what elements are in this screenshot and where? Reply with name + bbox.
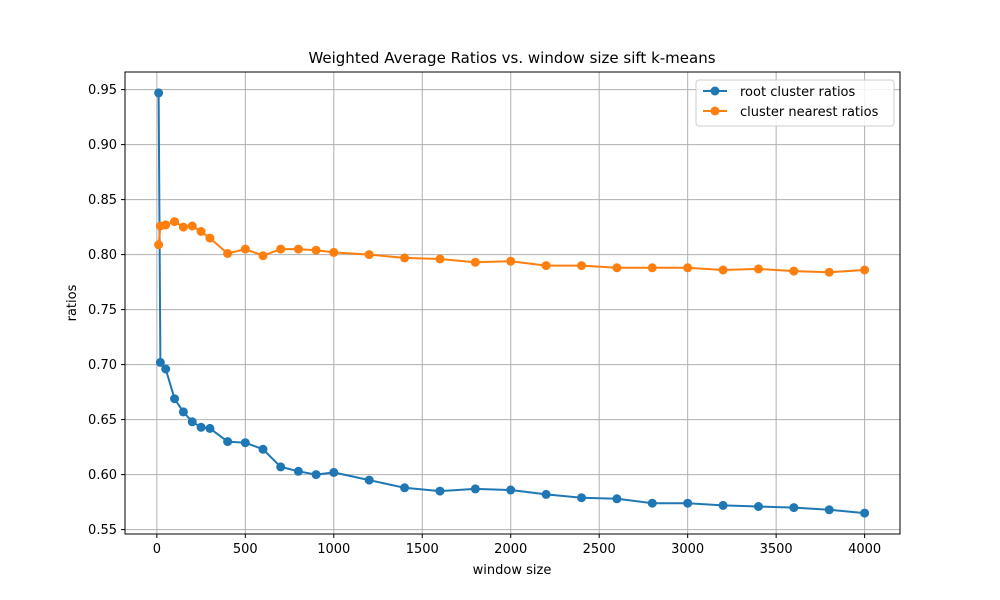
series-root-cluster-ratios (154, 88, 870, 518)
data-point-root-cluster-ratios (223, 437, 233, 447)
data-point-root-cluster-ratios (276, 462, 286, 472)
data-point-cluster-nearest-ratios (647, 263, 657, 273)
y-tick-label: 0.80 (88, 248, 117, 263)
data-point-cluster-nearest-ratios (329, 247, 339, 257)
data-point-cluster-nearest-ratios (824, 267, 834, 277)
data-point-root-cluster-ratios (187, 417, 197, 427)
x-tick-label: 0 (153, 542, 161, 557)
grid-lines (125, 72, 900, 534)
data-point-root-cluster-ratios (435, 486, 445, 496)
data-point-root-cluster-ratios (154, 88, 164, 98)
data-point-root-cluster-ratios (506, 485, 516, 495)
data-point-root-cluster-ratios (364, 475, 374, 485)
data-point-cluster-nearest-ratios (205, 233, 215, 243)
x-tick-label: 2000 (494, 542, 527, 557)
y-tick-label: 0.65 (88, 413, 117, 428)
legend-box (695, 79, 895, 127)
data-point-root-cluster-ratios (577, 493, 587, 503)
chart-title: Weighted Average Ratios vs. window size … (308, 49, 715, 67)
data-point-root-cluster-ratios (329, 467, 339, 477)
x-tick-label: 500 (233, 542, 258, 557)
data-point-cluster-nearest-ratios (293, 244, 303, 254)
data-point-cluster-nearest-ratios (178, 222, 188, 232)
data-point-root-cluster-ratios (470, 484, 480, 494)
plot-area (125, 72, 900, 534)
legend-marker-cluster-nearest (710, 106, 720, 116)
data-point-root-cluster-ratios (647, 498, 657, 508)
data-point-root-cluster-ratios (824, 505, 834, 515)
data-point-cluster-nearest-ratios (577, 261, 587, 271)
plot-frame (124, 71, 901, 535)
data-point-cluster-nearest-ratios (470, 257, 480, 267)
data-point-cluster-nearest-ratios (789, 266, 799, 276)
data-point-cluster-nearest-ratios (258, 251, 268, 261)
y-tick-label: 0.60 (88, 468, 117, 483)
x-axis-label: window size (473, 563, 552, 578)
y-tick-label: 0.55 (88, 523, 117, 538)
data-point-root-cluster-ratios (258, 444, 268, 454)
data-point-cluster-nearest-ratios (240, 244, 250, 254)
data-point-cluster-nearest-ratios (541, 261, 551, 271)
data-point-cluster-nearest-ratios (612, 263, 622, 273)
data-point-cluster-nearest-ratios (276, 244, 286, 254)
data-point-cluster-nearest-ratios (161, 220, 171, 230)
y-tick-label: 0.85 (88, 193, 117, 208)
data-point-cluster-nearest-ratios (506, 256, 516, 266)
legend: root cluster ratios cluster nearest rati… (695, 79, 895, 127)
data-point-root-cluster-ratios (293, 466, 303, 476)
x-tick-label: 3500 (760, 542, 793, 557)
data-point-root-cluster-ratios (311, 470, 321, 480)
data-point-cluster-nearest-ratios (400, 253, 410, 263)
data-point-root-cluster-ratios (196, 422, 206, 432)
x-tick-label: 1000 (317, 542, 350, 557)
data-point-cluster-nearest-ratios (170, 217, 180, 227)
data-point-root-cluster-ratios (178, 407, 188, 417)
data-point-root-cluster-ratios (205, 423, 215, 433)
x-tick-label: 3000 (671, 542, 704, 557)
axis-ticks: 0 500 1000 1500 2000 2500 3000 3500 4000 0.55 0.60… (88, 83, 881, 557)
y-tick-label: 0.70 (88, 358, 117, 373)
y-axis-label: ratios (65, 284, 80, 321)
data-point-root-cluster-ratios (612, 494, 622, 504)
series-cluster-nearest-ratios (154, 217, 870, 277)
data-point-cluster-nearest-ratios (718, 265, 728, 275)
data-point-root-cluster-ratios (400, 483, 410, 493)
data-point-cluster-nearest-ratios (196, 227, 206, 236)
y-tick-label: 0.75 (88, 303, 117, 318)
data-point-root-cluster-ratios (161, 364, 171, 374)
x-tick-label: 4000 (848, 542, 881, 557)
data-point-root-cluster-ratios (240, 438, 250, 448)
data-point-root-cluster-ratios (170, 394, 180, 404)
data-point-cluster-nearest-ratios (154, 240, 164, 250)
data-point-root-cluster-ratios (860, 508, 870, 518)
data-point-cluster-nearest-ratios (753, 264, 763, 274)
y-tick-label: 0.90 (88, 138, 117, 153)
data-point-root-cluster-ratios (789, 503, 799, 513)
x-tick-label: 1500 (406, 542, 439, 557)
y-tick-label: 0.95 (88, 83, 117, 98)
data-point-cluster-nearest-ratios (860, 265, 870, 275)
data-point-cluster-nearest-ratios (223, 249, 233, 258)
data-point-cluster-nearest-ratios (683, 263, 693, 273)
series-layer (154, 88, 870, 518)
data-point-cluster-nearest-ratios (187, 221, 197, 231)
legend-label-cluster-nearest: cluster nearest ratios (740, 105, 879, 120)
legend-marker-root-cluster (710, 86, 720, 96)
data-point-root-cluster-ratios (155, 357, 165, 367)
data-point-cluster-nearest-ratios (364, 250, 374, 260)
data-point-cluster-nearest-ratios (311, 245, 321, 255)
data-point-root-cluster-ratios (683, 498, 693, 508)
data-point-cluster-nearest-ratios (435, 254, 445, 264)
data-point-root-cluster-ratios (753, 502, 763, 511)
x-tick-label: 2500 (583, 542, 616, 557)
legend-label-root-cluster: root cluster ratios (740, 85, 856, 100)
data-point-root-cluster-ratios (718, 500, 728, 510)
data-point-root-cluster-ratios (541, 489, 551, 499)
